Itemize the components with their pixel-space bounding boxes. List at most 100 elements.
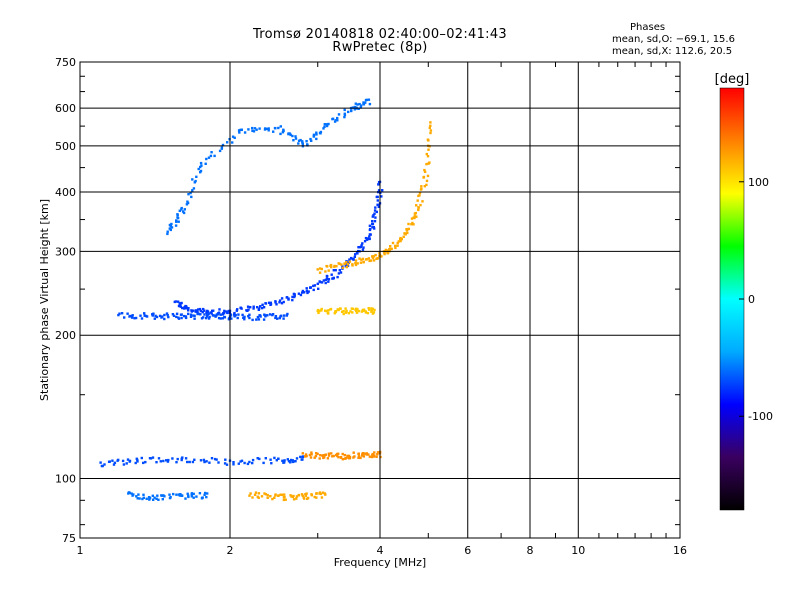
data-point bbox=[283, 461, 286, 464]
data-point bbox=[151, 494, 154, 497]
data-point bbox=[383, 252, 386, 256]
data-point bbox=[353, 105, 357, 109]
data-point bbox=[347, 456, 350, 459]
data-point bbox=[399, 239, 402, 243]
data-point bbox=[412, 223, 415, 226]
data-point bbox=[285, 314, 288, 317]
data-point bbox=[354, 308, 357, 311]
data-point bbox=[321, 491, 325, 494]
data-point bbox=[255, 318, 258, 321]
data-point bbox=[237, 129, 241, 132]
data-point bbox=[342, 310, 345, 313]
data-point bbox=[295, 495, 299, 498]
data-point bbox=[337, 272, 341, 275]
data-point bbox=[308, 453, 312, 457]
data-point bbox=[291, 134, 294, 138]
data-point bbox=[361, 248, 365, 251]
data-point bbox=[297, 142, 300, 145]
data-point bbox=[193, 458, 196, 461]
data-point bbox=[243, 318, 246, 321]
data-point bbox=[368, 308, 371, 311]
data-point bbox=[357, 107, 360, 110]
data-point bbox=[215, 314, 218, 317]
data-point bbox=[278, 299, 282, 302]
data-point bbox=[275, 303, 278, 306]
data-point bbox=[337, 452, 340, 455]
data-point bbox=[202, 316, 205, 319]
data-point bbox=[99, 461, 102, 464]
data-point bbox=[359, 104, 363, 107]
data-point bbox=[225, 310, 228, 313]
data-point bbox=[304, 455, 307, 458]
data-point bbox=[295, 457, 299, 460]
data-point bbox=[376, 257, 380, 260]
data-point bbox=[351, 106, 354, 109]
data-point bbox=[174, 224, 178, 227]
data-point bbox=[283, 493, 286, 496]
data-point bbox=[184, 497, 187, 500]
data-point bbox=[233, 313, 236, 316]
data-point bbox=[359, 456, 362, 460]
data-point bbox=[269, 301, 272, 304]
data-point bbox=[195, 175, 198, 178]
data-point bbox=[198, 307, 202, 311]
data-point bbox=[313, 456, 316, 459]
data-point bbox=[172, 492, 175, 496]
data-point bbox=[337, 113, 341, 116]
data-point bbox=[240, 307, 243, 310]
data-point bbox=[248, 460, 251, 464]
data-point bbox=[368, 455, 372, 458]
data-point bbox=[232, 463, 235, 466]
data-point bbox=[358, 102, 361, 106]
data-point bbox=[264, 493, 267, 496]
data-point bbox=[423, 185, 426, 188]
data-point bbox=[190, 195, 193, 199]
x-axis-label: Frequency [MHz] bbox=[334, 556, 426, 569]
data-point bbox=[215, 458, 218, 461]
data-point bbox=[297, 292, 301, 295]
data-point bbox=[163, 495, 166, 498]
phase-stats-heading: Phases bbox=[630, 22, 666, 33]
data-point bbox=[310, 451, 313, 454]
data-point bbox=[267, 301, 271, 304]
data-point bbox=[330, 273, 333, 276]
data-point bbox=[261, 303, 264, 306]
data-point bbox=[319, 130, 323, 134]
data-point bbox=[212, 314, 216, 317]
data-point bbox=[360, 258, 363, 261]
data-point bbox=[289, 458, 293, 462]
data-point bbox=[125, 462, 128, 465]
data-point bbox=[371, 307, 375, 311]
data-point bbox=[325, 264, 328, 268]
data-point bbox=[122, 463, 126, 466]
data-point bbox=[166, 230, 169, 233]
data-point bbox=[344, 457, 347, 460]
data-point bbox=[318, 271, 322, 274]
data-point bbox=[356, 252, 359, 255]
data-point bbox=[361, 454, 364, 457]
data-point bbox=[426, 174, 430, 178]
data-point bbox=[396, 244, 399, 247]
data-point bbox=[186, 200, 189, 203]
data-point bbox=[181, 456, 184, 459]
data-point bbox=[316, 268, 319, 271]
data-point bbox=[202, 307, 205, 311]
data-point bbox=[210, 151, 213, 154]
data-point bbox=[281, 459, 284, 462]
data-point bbox=[349, 310, 352, 313]
data-point bbox=[345, 265, 349, 269]
data-point bbox=[274, 494, 277, 497]
data-point bbox=[318, 309, 321, 313]
data-point bbox=[341, 266, 345, 270]
data-point bbox=[352, 451, 355, 454]
data-point bbox=[112, 463, 116, 466]
data-point bbox=[351, 264, 354, 267]
data-point bbox=[264, 302, 268, 305]
x-tick-label: 8 bbox=[527, 544, 534, 557]
data-point bbox=[427, 148, 430, 151]
data-point bbox=[179, 493, 182, 496]
chart-subtitle: RwPretec (8p) bbox=[332, 40, 428, 55]
data-point bbox=[419, 203, 422, 207]
y-tick-label: 100 bbox=[55, 473, 76, 486]
phase-stats-x-mode: mean, sd,X: 112.6, 20.5 bbox=[612, 46, 733, 57]
